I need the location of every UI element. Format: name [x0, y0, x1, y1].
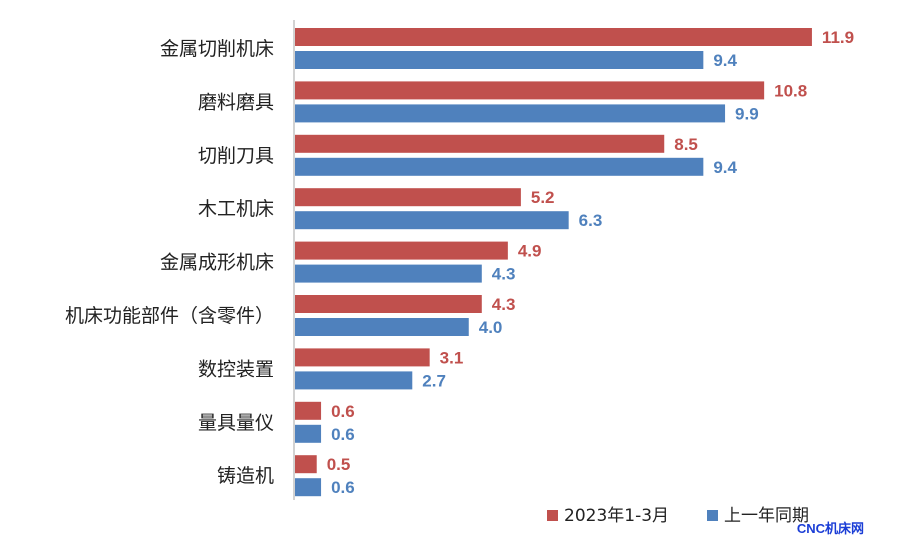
bar-prior-year — [295, 157, 704, 176]
bar-2023-q1 — [295, 28, 812, 46]
legend-swatch — [547, 510, 558, 521]
bar-prior-year — [295, 424, 322, 443]
data-label: 4.0 — [479, 318, 503, 337]
bar-prior-year — [295, 211, 569, 230]
data-label: 4.3 — [492, 265, 516, 284]
bar-2023-q1 — [295, 81, 765, 100]
bar-prior-year — [295, 371, 413, 390]
bar-2023-q1 — [295, 455, 317, 474]
data-label: 0.5 — [327, 455, 351, 474]
value-labels: 11.99.410.89.98.59.45.26.34.94.34.34.03.… — [327, 28, 854, 497]
bar-prior-year — [295, 51, 704, 69]
bar-prior-year — [295, 104, 726, 123]
watermark-text: CNC机床网 — [796, 521, 864, 536]
category-label: 数控装置 — [198, 358, 274, 380]
data-label: 3.1 — [440, 348, 464, 367]
data-label: 8.5 — [674, 135, 698, 154]
category-label: 金属成形机床 — [160, 252, 274, 274]
legend-label: 上一年同期 — [724, 506, 809, 526]
bar-prior-year — [295, 318, 469, 336]
data-label: 10.8 — [774, 81, 807, 100]
category-label: 铸造机 — [217, 465, 274, 487]
bars — [295, 28, 812, 497]
category-label: 切削刀具 — [198, 145, 274, 167]
data-label: 4.9 — [518, 242, 542, 261]
data-label: 9.4 — [713, 158, 737, 177]
data-label: 5.2 — [531, 188, 555, 207]
legend: 2023年1-3月 上一年同期 — [547, 506, 809, 526]
category-label: 木工机床 — [198, 198, 274, 220]
legend-swatch — [707, 510, 718, 521]
data-label: 2.7 — [422, 371, 446, 390]
legend-label: 2023年1-3月 — [564, 506, 669, 526]
bar-2023-q1 — [295, 134, 665, 153]
data-label: 0.6 — [331, 478, 355, 497]
category-label: 磨料磨具 — [198, 91, 274, 113]
data-label: 11.9 — [822, 28, 854, 47]
data-label: 9.9 — [735, 104, 759, 123]
data-label: 4.3 — [492, 295, 516, 314]
data-label: 9.4 — [713, 51, 737, 70]
data-label: 0.6 — [331, 425, 355, 444]
bar-2023-q1 — [295, 295, 482, 313]
category-label: 金属切削机床 — [160, 38, 274, 60]
bar-2023-q1 — [295, 401, 322, 420]
data-label: 6.3 — [579, 211, 603, 230]
bar-prior-year — [295, 478, 322, 497]
bar-2023-q1 — [295, 241, 508, 260]
bar-prior-year — [295, 264, 482, 283]
bar-2023-q1 — [295, 348, 430, 367]
category-label: 量具量仪 — [198, 412, 274, 434]
bar-2023-q1 — [295, 188, 521, 207]
data-label: 0.6 — [331, 402, 355, 421]
category-label: 机床功能部件（含零件） — [65, 305, 274, 327]
